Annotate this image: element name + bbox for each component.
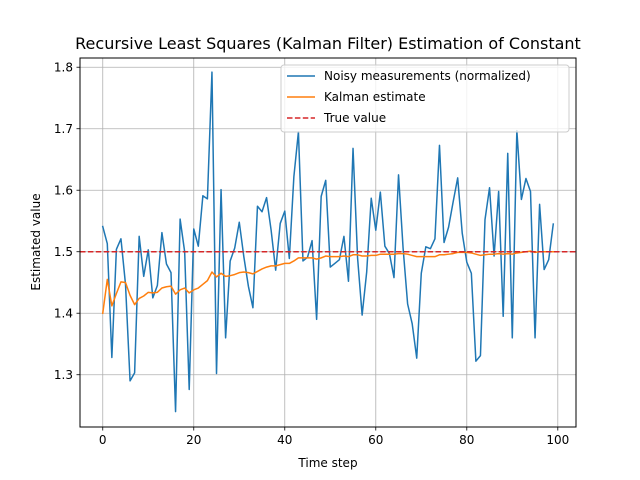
legend-label-noisy: Noisy measurements (normalized) — [324, 69, 531, 83]
y-tick-label: 1.7 — [54, 122, 73, 136]
y-tick-label: 1.3 — [54, 368, 73, 382]
y-tick-label: 1.5 — [54, 245, 73, 259]
axes-frame — [79, 57, 577, 428]
chart-title: Recursive Least Squares (Kalman Filter) … — [75, 34, 581, 53]
x-tick-label: 60 — [368, 433, 383, 447]
x-tick-label: 0 — [99, 433, 107, 447]
x-axis-label: Time step — [297, 456, 357, 470]
x-tick-label: 100 — [546, 433, 569, 447]
x-tick-label: 80 — [459, 433, 474, 447]
legend-label-true-value: True value — [323, 111, 386, 125]
ticks: 0 20 40 60 80 100 1.3 1.4 1.5 1.6 1.7 1.8 — [54, 61, 569, 447]
y-tick-label: 1.6 — [54, 184, 73, 198]
legend-label-kalman: Kalman estimate — [324, 90, 426, 104]
legend-box — [280, 64, 570, 133]
series-layer — [80, 71, 576, 413]
kalman-estimate-line — [101, 250, 554, 315]
y-tick-label: 1.4 — [54, 307, 73, 321]
legend: Noisy measurements (normalized) Kalman e… — [280, 64, 570, 133]
y-axis-label: Estimated value — [29, 193, 43, 290]
x-tick-label: 40 — [277, 433, 292, 447]
plot-series-group — [80, 71, 576, 413]
y-tick-label: 1.8 — [54, 61, 73, 75]
x-tick-label: 20 — [186, 433, 201, 447]
noisy-measurements-line — [101, 71, 555, 413]
